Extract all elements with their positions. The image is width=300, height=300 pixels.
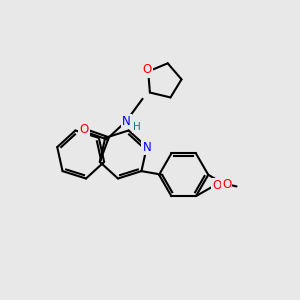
Text: H: H — [133, 122, 140, 132]
Text: N: N — [142, 141, 151, 154]
Text: N: N — [122, 115, 130, 128]
Text: O: O — [222, 178, 231, 190]
Text: O: O — [142, 63, 151, 76]
Text: O: O — [80, 123, 89, 136]
Text: O: O — [212, 179, 221, 192]
